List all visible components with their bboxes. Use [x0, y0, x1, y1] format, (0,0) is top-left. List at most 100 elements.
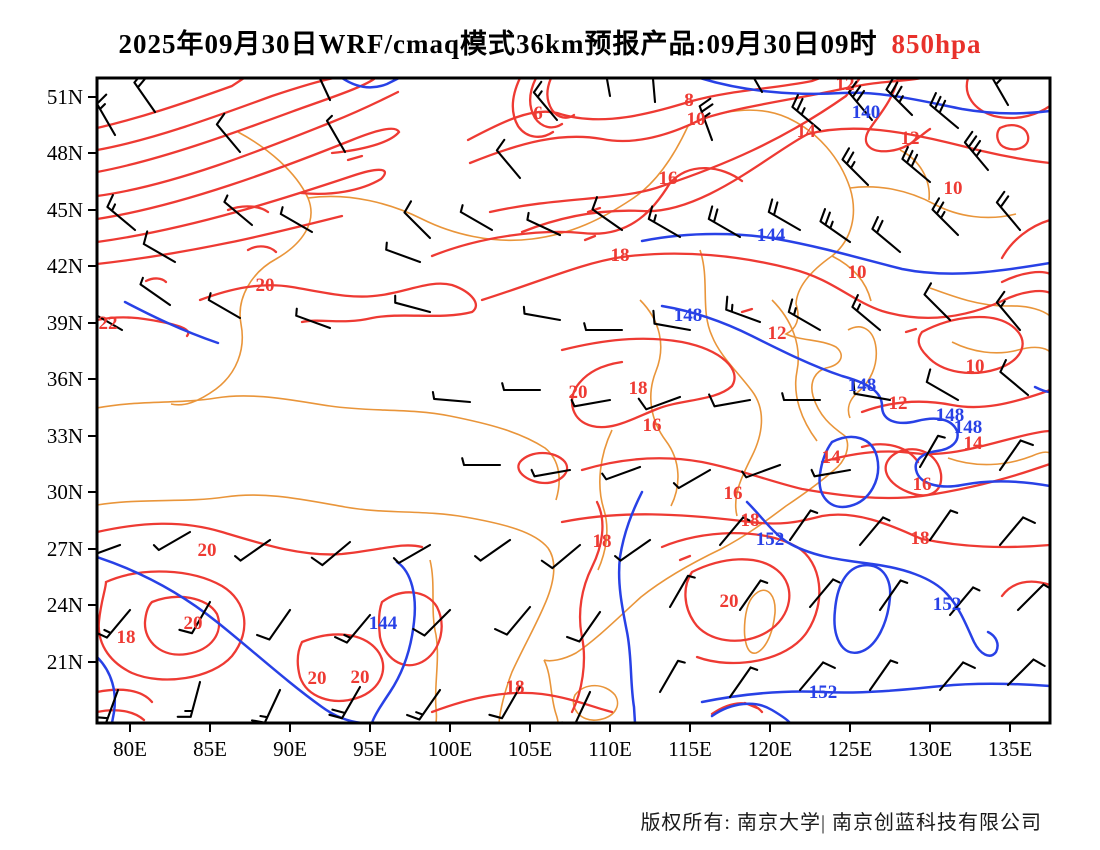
wind-barb [152, 530, 192, 552]
wind-barb [647, 205, 682, 239]
wind-barb [741, 463, 782, 479]
wind-barb [566, 610, 602, 643]
boundary-line [543, 659, 559, 723]
temperature-contour-line [97, 127, 401, 221]
x-axis-label: 120E [748, 737, 792, 761]
wind-barb [601, 465, 642, 481]
height-contour-line [660, 304, 1050, 488]
wind-barb [178, 600, 212, 635]
height-contour-line [710, 702, 792, 723]
wind-barb [474, 538, 512, 562]
wind-barb [901, 146, 932, 184]
temperature-contour-line [488, 78, 862, 214]
wind-barb [878, 579, 909, 612]
y-axis-label: 30N [47, 480, 83, 504]
wind-barb [215, 112, 242, 154]
height-contour-line [700, 682, 1050, 704]
wind-barb [841, 147, 870, 187]
wind-barb [334, 613, 372, 644]
wind-barb [637, 395, 682, 411]
temperature-contour-line [996, 124, 1030, 151]
temperature-contour-label: 8 [684, 90, 694, 111]
temperature-contour-label: 16 [913, 474, 932, 495]
x-axis-label: 80E [113, 737, 147, 761]
y-axis-label: 45N [47, 198, 83, 222]
x-axis-label: 85E [193, 737, 227, 761]
wind-barb [698, 97, 714, 142]
height-contour-label: 140 [852, 102, 881, 123]
y-axis-label: 21N [47, 650, 83, 674]
chart-title-text: 2025年09月30日WRF/cmaq模式36km预报产品:09月30日09时 [118, 29, 878, 59]
wind-barb [658, 659, 686, 694]
wind-barb [207, 292, 242, 320]
wind-barb [495, 138, 522, 180]
wind-barb [738, 579, 769, 612]
temperature-contour-label: 12 [901, 128, 920, 149]
wind-barb [394, 294, 432, 314]
wind-barb [707, 205, 742, 239]
wind-barb [605, 78, 612, 98]
temperature-contour-line [580, 457, 1050, 500]
boundary-line [307, 125, 689, 242]
temperature-contour-label: 20 [720, 591, 739, 612]
wind-barb [614, 538, 652, 562]
temperature-contour-label: 16 [643, 415, 662, 436]
temperature-contour-line [560, 513, 1050, 549]
temperature-contour-line [1000, 218, 1050, 260]
temperature-contour-label: 20 [569, 382, 588, 403]
temperature-contour-line [430, 166, 744, 258]
temperature-contour-line [546, 78, 576, 119]
temperature-contour-label: 20 [184, 613, 203, 634]
temperature-contour-line [560, 337, 736, 429]
wind-barb [494, 605, 532, 636]
temperature-contour-line [1000, 270, 1050, 284]
wind-barb [328, 685, 362, 720]
temperature-contour-line [97, 168, 387, 244]
boundary-line [597, 429, 613, 571]
temperature-contours-layer [97, 78, 1050, 722]
temperature-contour-line [97, 78, 336, 152]
wind-barb [928, 509, 959, 542]
height-contour-label: 152 [933, 594, 962, 615]
wind-barb [325, 114, 347, 154]
wind-barb [998, 516, 1036, 547]
height-contour-label: 152 [756, 529, 785, 550]
wind-barb [97, 314, 124, 332]
wind-barb [1006, 658, 1046, 687]
temperature-contour-line [820, 429, 1050, 464]
temperature-contour-line [860, 443, 920, 464]
pressure-level-label: 850hpa [891, 29, 982, 59]
y-axis-label: 42N [47, 254, 83, 278]
temperature-contour-label: 18 [741, 510, 760, 531]
height-contour-line [818, 435, 880, 509]
wind-barb [488, 685, 522, 720]
wind-barb [142, 230, 177, 264]
wind-barb [176, 680, 202, 718]
temperature-contour-line [570, 500, 604, 714]
temperature-contour-line [198, 282, 478, 324]
temperature-contour-line [97, 78, 376, 174]
y-axis-label: 24N [47, 593, 83, 617]
temperature-contour-label: 10 [848, 262, 867, 283]
y-axis-label: 51N [47, 85, 83, 109]
x-axis-label: 105E [508, 737, 552, 761]
temperature-contour-line [144, 277, 168, 284]
boundary-line [687, 109, 855, 305]
wind-barb [871, 216, 902, 254]
wind-barb [851, 294, 882, 332]
boundary-line [543, 303, 849, 662]
height-contour-label: 148 [954, 417, 983, 438]
wind-barb [668, 574, 696, 609]
wind-barb [97, 688, 120, 723]
wind-barb [310, 540, 352, 567]
height-contour-line [745, 500, 999, 657]
boundary-line [743, 589, 776, 654]
wind-barb [106, 194, 137, 232]
height-contour-label: 148 [936, 405, 965, 426]
copyright-footer: 版权所有: 南京大学| 南京创蓝科技有限公司 [640, 812, 1042, 834]
temperature-contour-line [511, 78, 555, 138]
temperature-contour-line [520, 127, 1050, 234]
height-contour-label: 144 [369, 613, 398, 634]
wind-barb [97, 543, 122, 555]
temperature-contour-line [740, 307, 754, 314]
